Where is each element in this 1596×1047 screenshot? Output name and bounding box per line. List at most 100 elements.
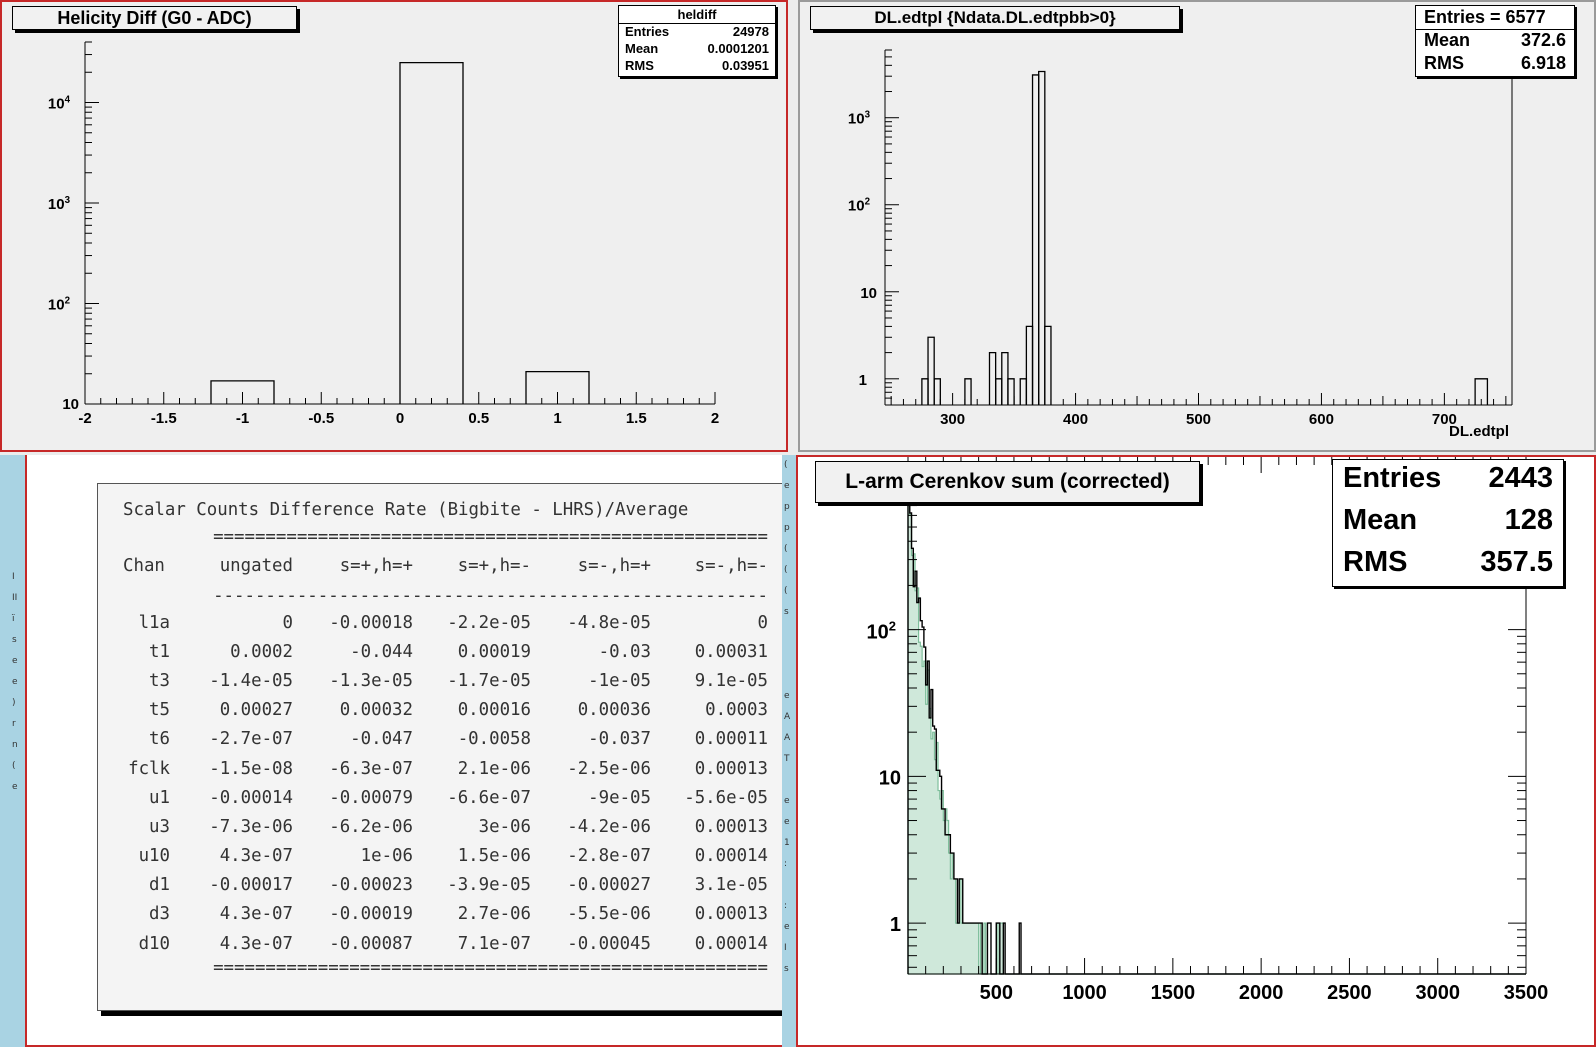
rate-cell: 0.00013 [694,816,768,837]
x-tick-label: 2500 [1327,982,1372,1004]
x-tick-label: 700 [1432,411,1457,428]
channel-name: d1 [149,875,170,896]
rate-cell: -2.2e-05 [447,612,531,633]
histogram-bin [988,351,997,405]
rate-cell: 2.7e-06 [457,904,531,925]
y-tick-label: 102 [48,296,71,314]
rate-cell: 0.00013 [694,904,768,925]
rate-cell: -0.00087 [329,933,413,954]
rate-cell: -0.00017 [209,875,293,896]
rate-cell: -0.00023 [329,875,413,896]
table-row: u3 -7.3e-06 -6.2e-06 3e-06 -4.2e-06 0.00013 [123,812,768,841]
scalar-header-row: Chan ungated s=+,h=+ s=+,h=- s=-,h=+ s=-… [123,548,768,584]
rate-cell: 0.00031 [694,641,768,662]
histogram-bin [1474,378,1489,405]
table-row: l1a 0 -0.00018 -2.2e-05 -4.8e-05 0 [123,608,768,637]
x-tick-label: 0.5 [468,410,489,427]
rate-cell: -5.5e-06 [567,904,651,925]
table-row: t3 -1.4e-05 -1.3e-05 -1.7e-05 -1e-05 9.1e-05 [123,666,768,695]
dl-stats-mean: Mean 372.6 [1424,30,1566,50]
cerenkov-title: L-arm Cerenkov sum (corrected) [815,461,1200,503]
x-tick-label: -0.5 [308,410,334,427]
rate-cell: -1e-05 [588,670,651,691]
rate-cell: -2.7e-07 [209,729,293,750]
table-row: u1 -0.00014 -0.00079 -6.6e-07 -9e-05 -5.6e-05 [123,783,768,812]
rate-cell: 4.3e-07 [219,933,293,954]
table-row: t5 0.00027 0.00032 0.00016 0.00036 0.0003 [123,696,768,725]
rate-cell: 0.00014 [694,846,768,867]
x-tick-label: 300 [940,411,965,428]
rate-cell: -1.3e-05 [329,670,413,691]
cerenkov-stats-mean: Mean 128 [1343,504,1553,536]
rate-cell: -0.047 [350,729,413,750]
x-tick-label: 1000 [1062,982,1107,1004]
rate-cell: 9.1e-05 [694,670,768,691]
helicity-diff-panel[interactable]: -2 -1.5 -1 -0.5 0 0.5 1 1.5 2 10 102 103 104 Helicit… [0,0,788,452]
table-row: d1 -0.00017 -0.00023 -3.9e-05 -0.00027 3.1e-0… [123,871,768,900]
rate-cell: 2.1e-06 [457,758,531,779]
helicity-diff-title: Helicity Diff (G0 - ADC) [12,6,297,30]
cerenkov-histogram: 500100015002000250030003500110102103 [867,457,1548,1004]
rate-cell: 7.1e-07 [457,933,531,954]
cerenkov-stats-rms: RMS 357.5 [1343,546,1553,578]
helicity-diff-histogram: -2 -1.5 -1 -0.5 0 0.5 1 1.5 2 10 102 103 104 [48,41,719,427]
y-tick-label: 103 [48,195,71,213]
histogram-bin [1001,351,1009,405]
helicity-stats-name: heldiff [619,6,775,24]
scalar-panel[interactable]: Scalar Counts Difference Rate (Bigbite -… [25,455,782,1047]
rate-cell: -1.7e-05 [447,670,531,691]
dl-stats-rms: RMS 6.918 [1424,53,1566,73]
rate-cell: 3e-06 [478,816,531,837]
channel-name: t6 [149,729,170,750]
rate-cell: -0.00079 [329,787,413,808]
y-tick-label: 102 [867,619,896,644]
scalar-counts-table: Scalar Counts Difference Rate (Bigbite -… [97,483,782,1011]
rate-cell: -0.00045 [567,933,651,954]
channel-name: u10 [138,846,170,867]
x-tick-label: 1500 [1151,982,1196,1004]
rate-cell: -0.00027 [567,875,651,896]
rate-cell: -0.037 [588,729,651,750]
rate-cell: -1.4e-05 [209,670,293,691]
rate-cell: -5.6e-05 [684,787,768,808]
col-s-minus-h-plus: s=-,h=+ [577,556,651,576]
rate-cell: -4.8e-05 [567,612,651,633]
y-tick-label: 10 [62,396,79,413]
rate-cell: -1.5e-08 [209,758,293,779]
rate-cell: 4.3e-07 [219,846,293,867]
dl-edtpl-title: DL.edtpl {Ndata.DL.edtpbb>0} [810,6,1180,30]
histogram-bin [1025,325,1034,405]
rate-cell: -0.00014 [209,787,293,808]
rate-cell: 0.0002 [230,641,293,662]
y-tick-label: 103 [848,110,871,128]
dl-edtpl-panel[interactable]: 300 400 500 600 700 DL.edtpl 1 10 102 103 DL.edtp… [798,0,1596,452]
histogram-bin [210,380,275,404]
histogram-bin [525,370,590,404]
x-tick-label: 3000 [1415,982,1460,1004]
dl-stats-box: Entries = 6577 Mean 372.6 RMS 6.918 [1415,5,1575,77]
rate-cell: 0.00016 [457,700,531,721]
col-s-minus-h-minus: s=-,h=- [694,556,768,576]
col-chan: Chan [123,556,165,576]
rate-cell: 0.00027 [219,700,293,721]
histogram-bin [933,378,941,405]
cerenkov-panel[interactable]: 500100015002000250030003500110102103 L-a… [796,455,1596,1047]
x-tick-label: 400 [1063,411,1088,428]
rate-cell: 0.00014 [694,933,768,954]
channel-name: t1 [149,641,170,662]
y-tick-label: 104 [48,95,71,113]
x-tick-label: 2000 [1239,982,1284,1004]
rate-cell: -9e-05 [588,787,651,808]
rate-cell: 0.00019 [457,641,531,662]
channel-name: l1a [138,612,170,633]
rate-cell: -2.5e-06 [567,758,651,779]
x-tick-label: -1 [236,410,249,427]
cerenkov-stats-entries: Entries 2443 [1343,462,1553,494]
x-tick-label: 1.5 [626,410,647,427]
table-row: fclk -1.5e-08 -6.3e-07 2.1e-06 -2.5e-06 0.000… [123,754,768,783]
x-tick-label: 1 [553,410,561,427]
col-s-plus-h-plus: s=+,h=+ [339,556,413,576]
y-tick-label: 1 [859,372,867,389]
rate-cell: -0.03 [598,641,651,662]
